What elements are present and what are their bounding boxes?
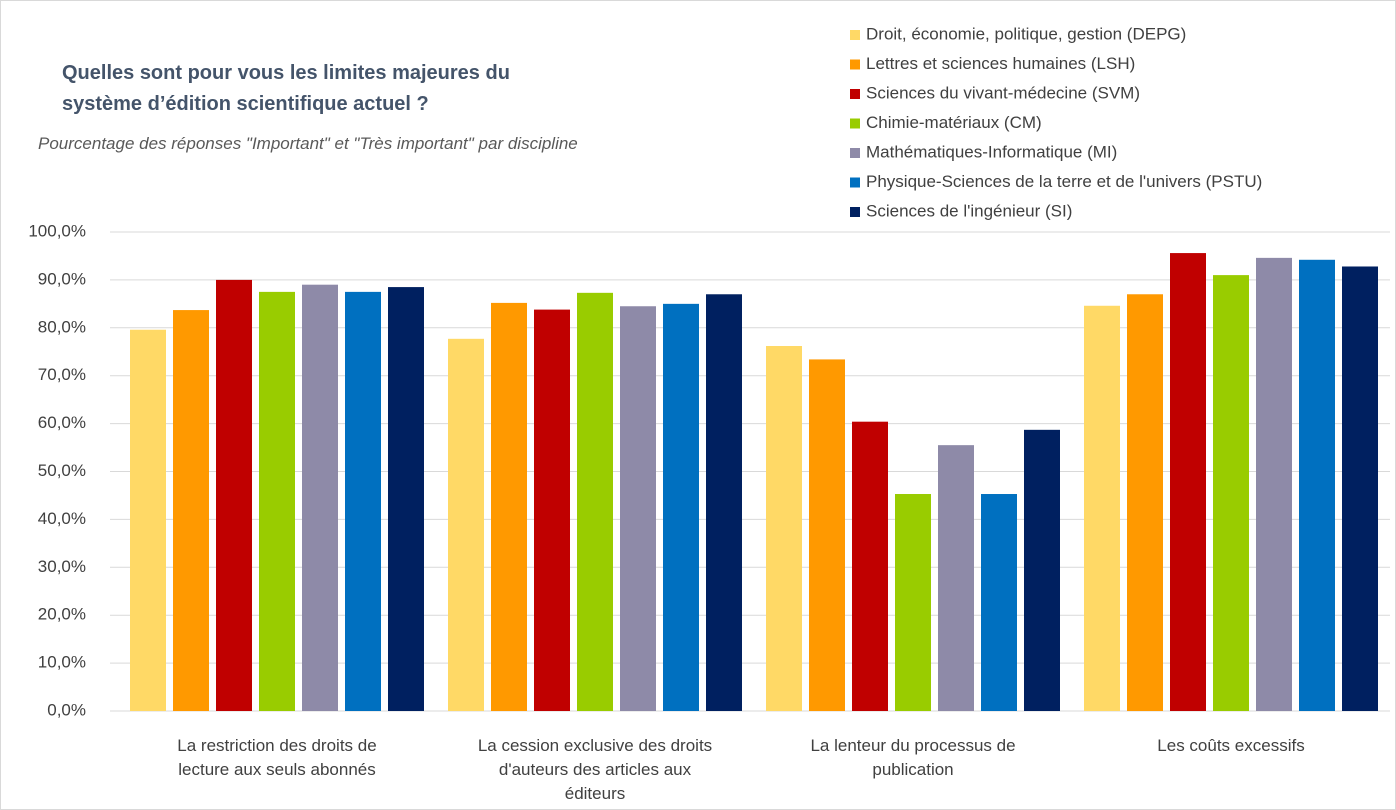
bar (130, 329, 166, 711)
legend-swatch (850, 148, 860, 158)
bar (1084, 305, 1120, 711)
legend-swatch (850, 59, 860, 70)
legend-swatch (850, 118, 860, 129)
y-tick-label: 40,0% (38, 509, 86, 528)
bar (448, 338, 484, 711)
y-tick-label: 30,0% (38, 557, 86, 576)
x-tick-label: La cession exclusive des droits d'auteur… (477, 736, 713, 803)
bar (852, 421, 888, 711)
bar (766, 346, 802, 711)
bar (981, 494, 1017, 711)
legend-label: Sciences du vivant-médecine (SVM) (866, 83, 1140, 102)
bar (491, 302, 527, 711)
bar (345, 291, 381, 711)
legend-swatch (850, 177, 860, 188)
x-tick-label: La restriction des droits de lecture aux… (177, 736, 377, 779)
y-tick-label: 90,0% (38, 269, 86, 288)
chart-subtitle: Pourcentage des réponses "Important" et … (38, 134, 578, 153)
x-tick-label: Les coûts excessifs (1157, 736, 1305, 755)
bar (216, 279, 252, 711)
y-tick-label: 50,0% (38, 461, 86, 480)
legend-label: Lettres et sciences humaines (LSH) (866, 54, 1135, 73)
bar (1213, 275, 1249, 711)
bar (895, 494, 931, 711)
y-tick-label: 20,0% (38, 605, 86, 624)
y-tick-label: 60,0% (38, 413, 86, 432)
bar (1024, 429, 1060, 711)
bar (809, 359, 845, 711)
y-tick-label: 70,0% (38, 365, 86, 384)
y-tick-label: 10,0% (38, 653, 86, 672)
y-tick-label: 80,0% (38, 317, 86, 336)
legend-swatch (850, 30, 860, 40)
legend-label: Mathématiques-Informatique (MI) (866, 142, 1117, 161)
bar (938, 445, 974, 711)
legend-swatch (850, 89, 860, 99)
bar (173, 310, 209, 711)
bar (1299, 259, 1335, 711)
bar (1170, 253, 1206, 712)
bar (620, 306, 656, 711)
bar (706, 294, 742, 711)
bar (577, 292, 613, 711)
bar (388, 287, 424, 711)
legend-swatch (850, 207, 860, 217)
bar (1342, 266, 1378, 711)
y-tick-label: 100,0% (28, 221, 86, 240)
bar (259, 291, 295, 711)
x-tick-label: La lenteur du processus de publication (810, 736, 1016, 779)
bar (1256, 257, 1292, 711)
legend-label: Droit, économie, politique, gestion (DEP… (866, 24, 1186, 43)
legend-label: Chimie-matériaux (CM) (866, 113, 1042, 132)
bar (1127, 294, 1163, 711)
y-tick-label: 0,0% (47, 700, 86, 719)
bar (534, 309, 570, 711)
bar (663, 303, 699, 711)
bar (302, 284, 338, 711)
legend-label: Sciences de l'ingénieur (SI) (866, 201, 1072, 220)
legend-label: Physique-Sciences de la terre et de l'un… (866, 172, 1262, 191)
chart-title: Quelles sont pour vous les limites majeu… (62, 62, 510, 115)
